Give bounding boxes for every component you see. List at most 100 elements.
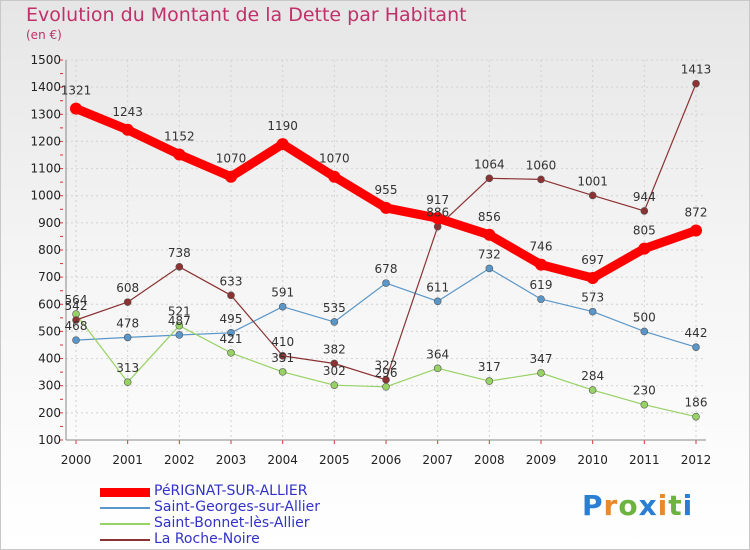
y-tick-label: 1100 xyxy=(30,162,61,176)
data-labels: 1321 1243 1152 1070 1190 1070 955 917 856 746 697 8… xyxy=(61,63,712,410)
legend-swatch xyxy=(100,488,150,497)
data-point xyxy=(640,327,649,336)
y-tick-label: 1200 xyxy=(30,134,61,148)
y-tick-label: 1000 xyxy=(30,189,61,203)
data-label: 573 xyxy=(581,291,604,305)
legend-item: Saint-Georges-sur-Allier xyxy=(100,499,360,516)
legend-item: Saint-Bonnet-lès-Allier xyxy=(100,515,360,532)
data-point xyxy=(123,298,132,306)
data-label: 805 xyxy=(633,224,656,238)
data-point xyxy=(278,368,287,376)
data-label: 1070 xyxy=(319,152,350,166)
brand-letter: i xyxy=(657,489,669,522)
data-point xyxy=(330,318,339,326)
data-point xyxy=(483,228,496,241)
data-label: 230 xyxy=(633,384,656,398)
data-label: 500 xyxy=(633,310,656,324)
data-label: 284 xyxy=(581,369,604,383)
data-label: 487 xyxy=(168,314,191,328)
data-label: 678 xyxy=(375,262,398,276)
data-point xyxy=(175,331,184,339)
data-point xyxy=(175,263,184,271)
data-label: 738 xyxy=(168,246,191,260)
data-label: 296 xyxy=(375,366,398,380)
data-label: 1152 xyxy=(164,129,195,143)
data-point xyxy=(692,412,700,421)
data-label: 564 xyxy=(65,293,88,307)
brand-letter: t xyxy=(668,489,683,522)
y-tick-label: 400 xyxy=(38,352,61,366)
data-point xyxy=(485,264,494,273)
data-point xyxy=(175,321,184,330)
y-tick-label: 900 xyxy=(38,216,61,230)
legend-label: Saint-Georges-sur-Allier xyxy=(154,499,321,515)
x-tick-label: 2007 xyxy=(422,453,453,467)
y-tick-label: 600 xyxy=(38,297,61,311)
data-label: 732 xyxy=(478,247,501,261)
data-point xyxy=(690,224,702,237)
x-tick-label: 2005 xyxy=(319,453,350,467)
legend-swatch xyxy=(100,507,150,509)
data-label: 468 xyxy=(65,319,88,333)
data-label: 944 xyxy=(633,190,656,204)
data-point xyxy=(278,352,287,360)
data-label: 856 xyxy=(478,210,501,224)
chart-title: Evolution du Montant de la Dette par Hab… xyxy=(26,4,467,26)
data-label: 872 xyxy=(685,205,708,219)
data-label: 322 xyxy=(375,359,398,373)
legend-item: PéRIGNAT-SUR-ALLIER xyxy=(100,483,360,500)
data-label: 917 xyxy=(426,193,449,207)
data-label: 1001 xyxy=(577,174,608,188)
brand-letter: i xyxy=(682,489,694,522)
x-tick-label: 2000 xyxy=(61,453,92,467)
data-point xyxy=(227,328,235,337)
data-point xyxy=(640,207,649,215)
data-point xyxy=(382,375,390,384)
data-point xyxy=(537,295,545,303)
data-point xyxy=(586,271,599,284)
legend-label: La Roche-Noire xyxy=(154,531,260,547)
axes: 1002003004005006007008009001000110012001… xyxy=(30,53,711,467)
data-point xyxy=(433,297,442,306)
data-point xyxy=(225,170,237,183)
data-label: 1070 xyxy=(216,152,247,166)
brand-logo: Proxiti xyxy=(582,489,693,522)
data-point xyxy=(485,377,494,385)
data-point xyxy=(638,242,651,255)
data-label: 542 xyxy=(65,299,88,313)
data-label: 591 xyxy=(271,286,294,300)
data-label: 410 xyxy=(271,335,294,349)
y-tick-label: 1300 xyxy=(30,107,61,121)
x-tick-label: 2008 xyxy=(474,453,505,467)
data-point xyxy=(380,201,392,214)
data-point xyxy=(692,343,700,351)
chart-unit: (en €) xyxy=(26,28,62,42)
y-tick-label: 1500 xyxy=(30,53,61,67)
data-label: 611 xyxy=(426,280,449,294)
y-tick-label: 300 xyxy=(38,379,61,393)
x-tick-label: 2001 xyxy=(112,453,143,467)
data-label: 478 xyxy=(116,316,139,330)
data-label: 1413 xyxy=(681,63,712,77)
data-label: 364 xyxy=(426,347,449,361)
data-point xyxy=(70,102,82,115)
x-tick-label: 2012 xyxy=(681,453,712,467)
brand-letter: x xyxy=(638,489,658,522)
data-label: 633 xyxy=(220,274,243,288)
x-tick-label: 2006 xyxy=(371,453,402,467)
data-label: 1190 xyxy=(267,119,298,133)
x-tick-label: 2004 xyxy=(267,453,298,467)
legend-swatch xyxy=(100,523,150,525)
data-label: 1321 xyxy=(61,84,92,98)
data-label: 955 xyxy=(375,183,398,197)
x-tick-label: 2010 xyxy=(577,453,608,467)
data-label: 421 xyxy=(220,332,243,346)
data-label: 495 xyxy=(220,312,243,326)
legend: PéRIGNAT-SUR-ALLIER Saint-Georges-sur-All… xyxy=(100,483,360,548)
data-point xyxy=(433,364,442,373)
legend-label: PéRIGNAT-SUR-ALLIER xyxy=(154,483,308,499)
data-label: 442 xyxy=(685,326,708,340)
data-point xyxy=(382,279,390,287)
